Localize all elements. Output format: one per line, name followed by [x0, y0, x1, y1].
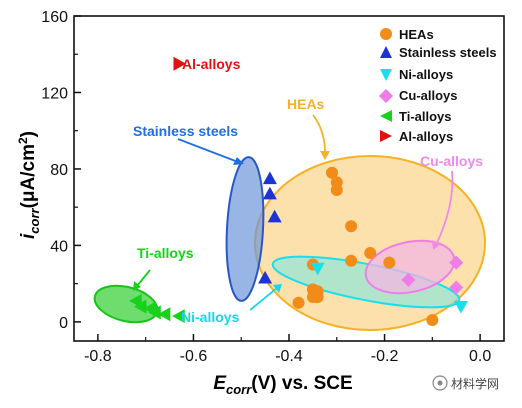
- watermark-icon: [432, 375, 448, 391]
- stainless-steel-arrow: [177, 138, 239, 163]
- data-point-heas: [426, 313, 439, 326]
- axis-ticks: -0.8 -0.6 -0.4 -0.2 0.0 0 40 80 120 160: [41, 9, 491, 365]
- data-point-heas: [311, 291, 324, 304]
- y-axis-label: icorr(μA/cm2): [16, 131, 42, 239]
- data-point-heas: [292, 296, 305, 309]
- x-axis-label-sub: corr: [226, 382, 252, 397]
- y-axis-label-end: ): [18, 131, 39, 137]
- y-axis-label-sub: corr: [27, 207, 42, 233]
- ti-alloy-arrowhead: [133, 281, 141, 291]
- annotation-al-alloys: Al-alloys: [182, 56, 241, 72]
- data-point-stainless-steels: [262, 186, 277, 200]
- legend-label-cu-alloys: Cu-alloys: [399, 88, 458, 103]
- y-tick-label: 0: [59, 315, 68, 332]
- ti-alloy-arrow: [136, 269, 151, 287]
- data-point-heas: [383, 256, 396, 269]
- legend-marker-cu-alloys: [379, 89, 393, 103]
- cu-alloy-arrowhead: [432, 240, 441, 250]
- legend-label-al-alloys: Al-alloys: [399, 129, 453, 144]
- x-tick-label: -0.8: [84, 348, 112, 365]
- data-point-ni-alloys: [310, 262, 325, 276]
- x-axis-label-rest: (V) vs. SCE: [251, 373, 352, 394]
- y-tick-label: 120: [41, 85, 68, 102]
- x-axis-label: Ecorr(V) vs. SCE: [213, 373, 352, 397]
- y-tick-label: 80: [50, 162, 68, 179]
- data-point-ni-alloys: [454, 300, 468, 314]
- legend-marker-ti-alloys: [380, 110, 392, 122]
- region-groups: [93, 155, 486, 331]
- data-point-heas: [326, 166, 338, 179]
- ni-alloy-arrowhead: [273, 284, 282, 293]
- legend-marker-heas: [380, 28, 392, 40]
- data-point-ti-alloys: [133, 299, 147, 314]
- x-tick-label: -0.6: [180, 348, 208, 365]
- data-point-heas: [364, 247, 377, 260]
- legend-label-heas: HEAs: [399, 27, 434, 42]
- data-point-cu-alloys: [449, 280, 464, 295]
- y-axis-label-rest: (μA/cm: [18, 144, 39, 208]
- annotation-stainless-steels: Stainless steels: [133, 123, 238, 139]
- x-tick-label: -0.2: [371, 348, 399, 365]
- data-point-stainless-steels: [267, 209, 282, 223]
- legend-label-stainless-steels: Stainless steels: [399, 45, 497, 60]
- data-point-ti-alloys: [172, 309, 185, 324]
- data-points: [129, 56, 468, 326]
- annotation-heas: HEAs: [287, 96, 325, 112]
- data-point-stainless-steels: [258, 270, 273, 284]
- annotation-arrows: [136, 114, 454, 311]
- annotation-cu-alloys: Cu-alloys: [420, 153, 483, 169]
- data-point-ti-alloys: [157, 307, 171, 322]
- y-axis-label-main: i: [18, 233, 39, 239]
- legend-marker-stainless-steels: [380, 46, 392, 58]
- data-point-al-alloys: [173, 56, 187, 71]
- data-point-ti-alloys: [148, 305, 161, 320]
- x-tick-label: -0.4: [275, 348, 303, 365]
- x-tick-label: 0.0: [469, 348, 491, 365]
- data-point-cu-alloys: [449, 255, 464, 270]
- legend-label-ni-alloys: Ni-alloys: [399, 67, 453, 82]
- hea-arrow: [312, 114, 326, 157]
- data-point-heas: [345, 254, 358, 267]
- data-point-stainless-steels: [262, 171, 277, 185]
- y-tick-label: 160: [41, 9, 68, 26]
- ni-alloy-arrow: [249, 287, 278, 311]
- x-axis-label-main: E: [213, 373, 227, 394]
- cu-alloy-region: [364, 239, 456, 295]
- legend: HEAs Stainless steels Ni-alloys Cu-alloy…: [379, 27, 497, 144]
- y-tick-label: 40: [50, 238, 68, 255]
- ti-alloy-region: [93, 284, 159, 324]
- data-point-cu-alloys: [401, 272, 416, 287]
- stainless-steel-region: [225, 156, 265, 302]
- y-axis-label-sup: 2: [16, 137, 30, 144]
- watermark-text: 材料学网: [451, 376, 499, 391]
- legend-marker-al-alloys: [380, 130, 392, 142]
- legend-label-ti-alloys: Ti-alloys: [399, 109, 452, 124]
- annotation-ti-alloys: Ti-alloys: [137, 245, 194, 261]
- annotation-arrowheads: [133, 151, 441, 293]
- watermark: 材料学网: [432, 375, 499, 391]
- cu-alloy-arrow: [435, 170, 454, 246]
- stainless-steel-arrowhead: [233, 157, 244, 165]
- data-point-heas: [345, 220, 358, 233]
- hea-arrowhead: [320, 151, 330, 160]
- watermark-icon-dot: [437, 380, 443, 386]
- data-point-heas: [330, 183, 343, 196]
- legend-marker-ni-alloys: [380, 69, 392, 81]
- annotation-ni-alloys: Ni-alloys: [181, 309, 240, 325]
